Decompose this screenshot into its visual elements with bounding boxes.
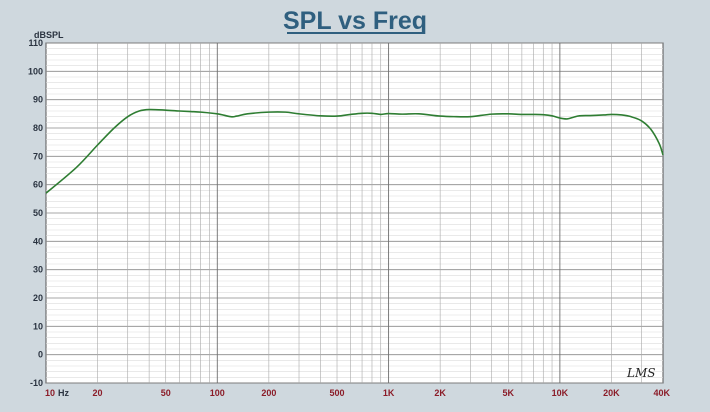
y-tick-label: 40 [33,236,43,246]
x-gridlines [97,43,642,383]
x-tick-label: 20K [603,388,620,398]
x-tick-label: 500 [330,388,345,398]
y-tick-label: 70 [33,151,43,161]
y-tick-label: 0 [38,350,43,360]
x-tick-label: 40K [653,388,670,398]
y-tick-label: 80 [33,123,43,133]
y-tick-label: 60 [33,180,43,190]
x-tick-label: 20 [93,388,103,398]
x-tick-label: 100 [210,388,225,398]
y-axis-label: dBSPL [34,30,64,40]
y-tick-label: 90 [33,95,43,105]
x-tick-label: 200 [261,388,276,398]
x-axis-tick-labels: 10 20 50 100 200 500 1K 2K 5K 10K 20K 40K [45,388,670,398]
y-tick-label: 100 [28,66,43,76]
y-tick-label: 10 [33,321,43,331]
lms-watermark: LMS [626,366,655,380]
x-tick-label: 50 [161,388,171,398]
x-tick-label: 2K [434,388,446,398]
y-tick-label: 30 [33,265,43,275]
y-tick-label: 50 [33,208,43,218]
y-tick-label: -10 [30,378,43,388]
spl-series-line [45,108,664,194]
x-tick-label: 10 [45,388,55,398]
y-gridlines [46,42,663,384]
x-tick-label: 1K [383,388,395,398]
series-group [45,108,664,194]
chart-title: SPL vs Freq [283,7,427,35]
y-tick-label: 20 [33,293,43,303]
x-tick-label: 5K [503,388,515,398]
x-tick-label: 10K [552,388,569,398]
y-tick-label: 110 [28,38,43,48]
x-axis-unit-label: Hz [58,388,69,398]
